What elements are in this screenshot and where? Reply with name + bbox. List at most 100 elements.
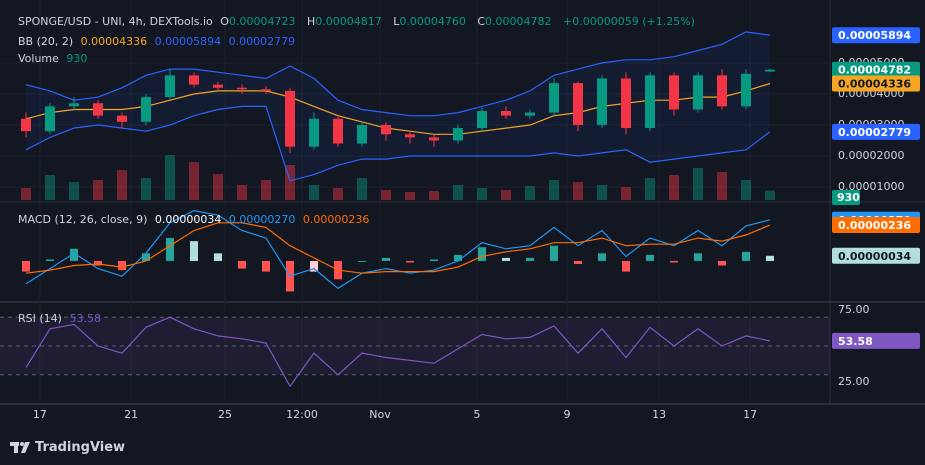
price-label: 0.00002779 [838, 126, 911, 139]
candle-body [309, 118, 319, 147]
indicator-line [25, 316, 771, 388]
candle-body [597, 78, 607, 125]
ohlc-key: L [393, 15, 400, 28]
volume-label-box [832, 190, 860, 205]
volume-label: 930 [837, 191, 860, 204]
histogram-bar [118, 260, 126, 271]
rsi-value: 53.58 [69, 312, 101, 325]
ohlc: L0.00004760 [393, 15, 470, 28]
candle-body [549, 83, 559, 113]
price-label-box [832, 216, 920, 233]
ohlc-value: 0.00004782 [485, 15, 552, 28]
volume-bar [549, 180, 559, 200]
histogram-bar [598, 253, 606, 261]
plot-layer: 17 21 25 12:00 Nov 5 9 13 17 0.00001000 0.00002000… [0, 0, 920, 421]
histogram-bar [478, 247, 486, 261]
histogram-bar [574, 260, 582, 265]
ohlc-key: O [220, 15, 229, 28]
indicator-name: MACD (12, 26, close, 9) [18, 213, 148, 226]
candle-body [717, 75, 727, 107]
volume-bar [597, 185, 607, 200]
y-tick-label: 0.00001000 [838, 180, 904, 193]
histogram-bar [142, 253, 150, 261]
price-label: 0.00004782 [838, 64, 911, 77]
price-label-box [832, 27, 920, 44]
candle-body [357, 124, 367, 144]
volume-bar [405, 192, 415, 200]
x-tick-label: 13 [652, 408, 666, 421]
volume-bar [621, 187, 631, 200]
price-label: 0.00000236 [838, 219, 911, 232]
volume-bar [693, 168, 703, 200]
candle-body [261, 89, 271, 91]
volume-bar [501, 190, 511, 200]
candle-body [237, 87, 247, 90]
histogram-bar [214, 253, 222, 261]
candle-body [189, 75, 199, 85]
histogram-bar [406, 260, 414, 263]
histogram-bar [238, 260, 246, 269]
histogram-bar [742, 251, 750, 261]
volume-bar [765, 190, 775, 200]
x-tick-label: 17 [743, 408, 757, 421]
ohlc: H0.00004817 [307, 15, 386, 28]
candle-body [381, 124, 391, 135]
price-label: 0.00004336 [838, 78, 911, 91]
candle-body [165, 75, 175, 98]
histogram-bar [526, 257, 534, 261]
x-tick-label: 25 [218, 408, 232, 421]
volume-bar [573, 182, 583, 200]
indicator-name: Volume [18, 52, 59, 65]
histogram-bar [718, 260, 726, 266]
volume-bar [333, 188, 343, 200]
bb-lower: 0.00002779 [228, 35, 296, 48]
candle-body [21, 118, 31, 132]
histogram-bar [502, 257, 510, 261]
candle-body [453, 128, 463, 141]
candle-body [213, 84, 223, 88]
volume-bar [669, 175, 679, 200]
volume-bar [261, 180, 271, 200]
histogram-bar [70, 248, 78, 261]
histogram-bar [46, 259, 54, 261]
candle-body [741, 73, 751, 107]
x-tick-label: Nov [369, 408, 391, 421]
band-fill [26, 31, 770, 181]
volume-bar [21, 188, 31, 200]
volume-bar [477, 188, 487, 200]
signal-value: 0.00000236 [302, 213, 370, 226]
logo [10, 442, 30, 453]
histogram-bar [766, 255, 774, 261]
ohlc: O0.00004723 [220, 15, 299, 28]
histogram-bar [694, 253, 702, 261]
histogram-bar [190, 241, 198, 261]
histogram-bar [262, 260, 270, 272]
y-tick-label: 25.00 [838, 375, 870, 388]
price-label-box [832, 75, 920, 92]
volume-bar [357, 178, 367, 200]
indicator-name: BB (20, 2) [18, 35, 74, 48]
volume-bar [213, 174, 223, 200]
candle-body [693, 75, 703, 110]
ohlc-value: 0.00004760 [399, 15, 466, 28]
volume-bar [93, 180, 103, 200]
x-tick-label: 17 [33, 408, 47, 421]
ohlc: C0.00004782 [477, 15, 555, 28]
histogram-bar [358, 260, 366, 262]
x-tick-label: 21 [124, 408, 138, 421]
histogram-bar [310, 260, 318, 272]
price-label: 53.58 [838, 335, 873, 348]
histogram-bar [22, 260, 30, 272]
volume-bar [645, 178, 655, 200]
candle-body [45, 106, 55, 132]
ohlc-key: C [477, 15, 486, 28]
chart: 17 21 25 12:00 Nov 5 9 13 17 0.00001000 0.00002000… [0, 0, 925, 421]
price-label-box [832, 61, 920, 78]
rsi-legend: RSI (14) 53.58 [18, 312, 105, 326]
ohlc-value: 0.00004723 [228, 15, 296, 28]
ohlc-key: H [306, 15, 316, 28]
candle-body [69, 103, 79, 107]
bb-upper: 0.00005894 [154, 35, 222, 48]
volume-bar [117, 170, 127, 200]
